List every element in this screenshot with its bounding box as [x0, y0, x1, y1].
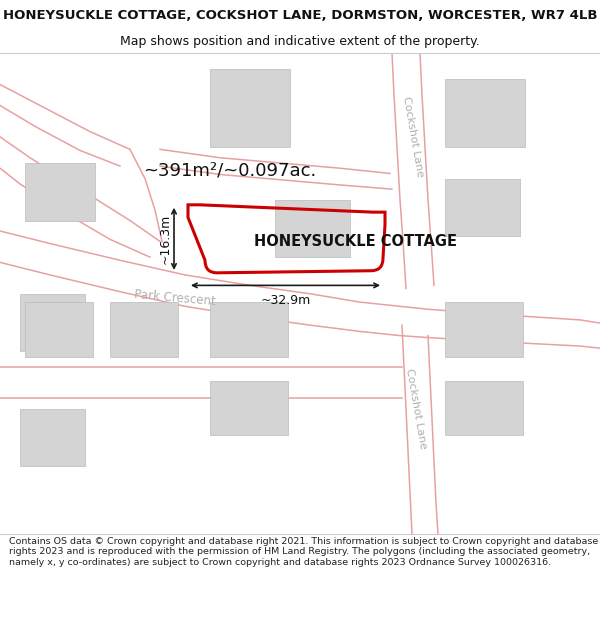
- Text: ~16.3m: ~16.3m: [159, 214, 172, 264]
- Bar: [110, 302, 178, 356]
- Text: Cockshot Lane: Cockshot Lane: [401, 96, 425, 178]
- Text: HONEYSUCKLE COTTAGE, COCKSHOT LANE, DORMSTON, WORCESTER, WR7 4LB: HONEYSUCKLE COTTAGE, COCKSHOT LANE, DORM…: [3, 9, 597, 22]
- Bar: [210, 69, 290, 148]
- Bar: [445, 79, 525, 148]
- Bar: [20, 409, 85, 466]
- Text: Park Crescent: Park Crescent: [134, 288, 216, 308]
- Text: ~32.9m: ~32.9m: [260, 294, 311, 307]
- Text: HONEYSUCKLE COTTAGE: HONEYSUCKLE COTTAGE: [254, 234, 457, 249]
- Bar: [25, 163, 95, 221]
- Text: Contains OS data © Crown copyright and database right 2021. This information is : Contains OS data © Crown copyright and d…: [9, 537, 598, 567]
- Text: ~391m²/~0.097ac.: ~391m²/~0.097ac.: [143, 161, 317, 179]
- Bar: [25, 302, 93, 356]
- Text: Map shows position and indicative extent of the property.: Map shows position and indicative extent…: [120, 35, 480, 48]
- Bar: [210, 302, 288, 356]
- Bar: [445, 179, 520, 236]
- Text: Cockshot Lane: Cockshot Lane: [404, 368, 428, 450]
- Bar: [275, 199, 350, 257]
- Bar: [20, 294, 85, 351]
- Bar: [445, 302, 523, 356]
- Bar: [445, 381, 523, 435]
- Bar: [210, 381, 288, 435]
